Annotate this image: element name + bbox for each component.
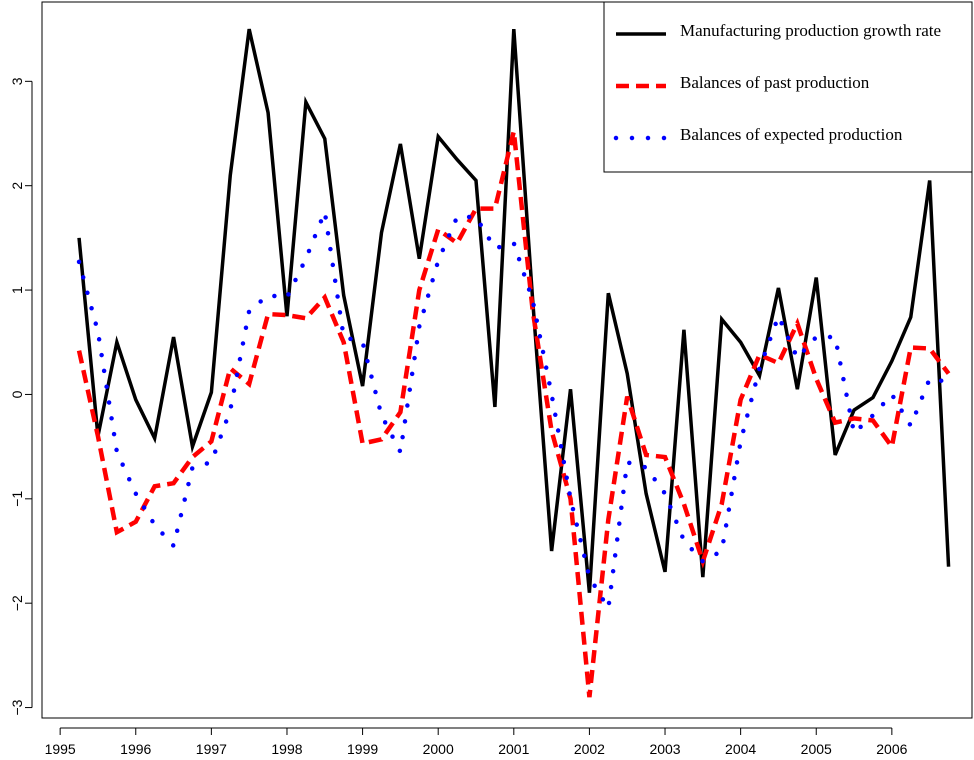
legend-label: Balances of past production: [680, 73, 870, 92]
plot-box: [41, 1, 973, 719]
y-tick-label: 2: [9, 182, 25, 190]
x-tick-label: 1995: [45, 741, 76, 757]
y-tick-label: 1: [9, 286, 25, 294]
y-tick-label: −2: [9, 595, 25, 611]
x-tick-label: 2000: [423, 741, 454, 757]
series-line: [76, 130, 951, 698]
legend-label: Manufacturing production growth rate: [680, 21, 941, 40]
x-tick-label: 2004: [725, 741, 756, 757]
y-tick-label: −1: [9, 491, 25, 507]
x-tick-label: 2005: [801, 741, 832, 757]
x-tick-label: 1998: [271, 741, 302, 757]
x-tick-label: 1999: [347, 741, 378, 757]
y-tick-label: 3: [9, 77, 25, 85]
x-tick-label: 2001: [498, 741, 529, 757]
series-line: [76, 203, 951, 616]
y-tick-label: 0: [9, 390, 25, 398]
x-tick-label: 2003: [649, 741, 680, 757]
legend-label: Balances of expected production: [680, 125, 903, 144]
x-tick-label: 2006: [876, 741, 907, 757]
y-tick-label: −3: [9, 699, 25, 715]
x-tick-label: 1997: [196, 741, 227, 757]
x-tick-label: 2002: [574, 741, 605, 757]
x-tick-label: 1996: [120, 741, 151, 757]
